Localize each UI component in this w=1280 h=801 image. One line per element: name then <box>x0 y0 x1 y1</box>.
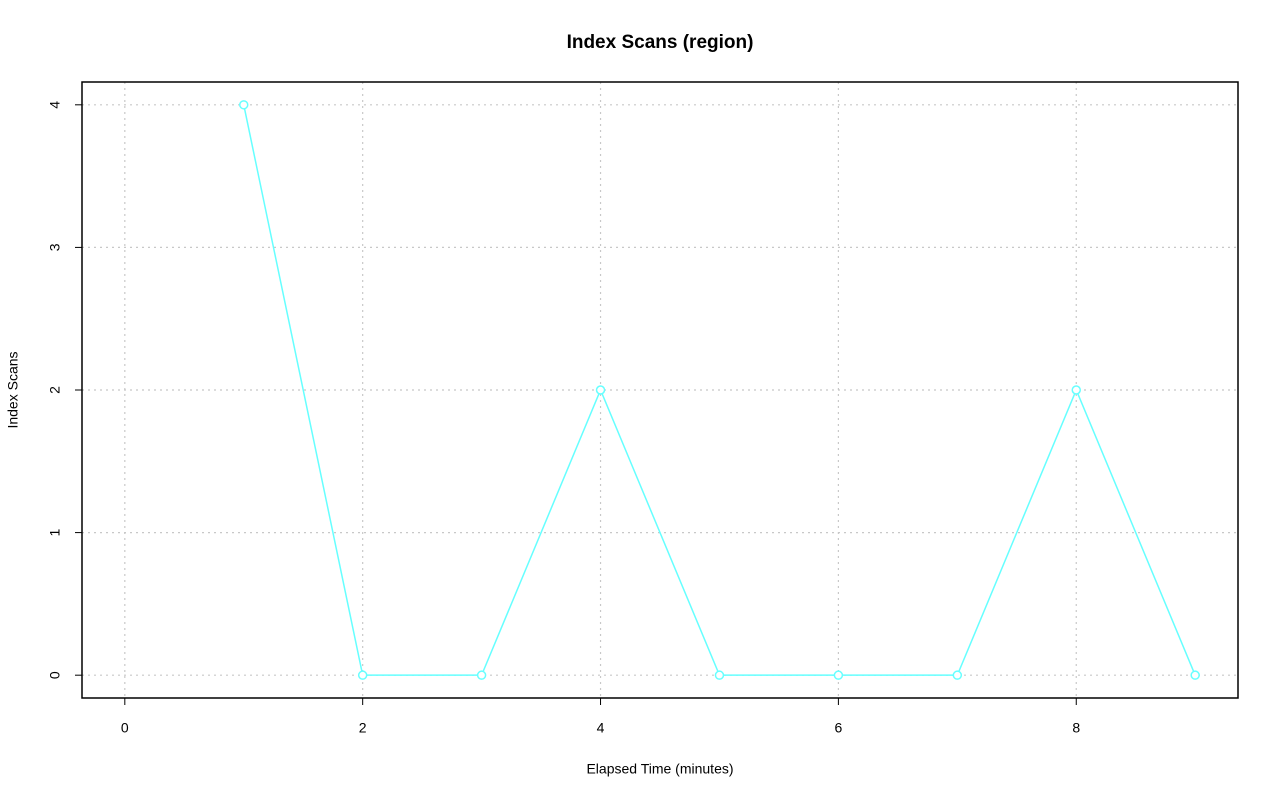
data-point <box>357 670 368 680</box>
y-tick-label: 4 <box>47 101 63 109</box>
data-point <box>595 385 606 395</box>
data-point <box>1190 670 1200 680</box>
y-tick-label: 2 <box>47 386 63 394</box>
data-point <box>238 100 249 110</box>
chart-title: Index Scans (region) <box>567 32 754 53</box>
data-point <box>714 670 725 680</box>
plot-frame <box>81 81 1239 699</box>
y-axis-label: Index Scans <box>5 351 21 428</box>
data-point <box>952 670 963 680</box>
x-tick-label: 4 <box>597 720 605 736</box>
data-point <box>476 670 487 680</box>
data-point <box>833 670 844 680</box>
x-tick-label: 2 <box>359 720 367 736</box>
x-tick-label: 8 <box>1072 720 1080 736</box>
data-point <box>1071 385 1082 395</box>
x-axis-label: Elapsed Time (minutes) <box>586 761 733 777</box>
y-tick-label: 0 <box>47 671 63 679</box>
x-tick-label: 6 <box>834 720 842 736</box>
y-tick-label: 3 <box>47 243 63 251</box>
y-tick-label: 1 <box>47 528 63 536</box>
x-tick-label: 0 <box>121 720 129 736</box>
